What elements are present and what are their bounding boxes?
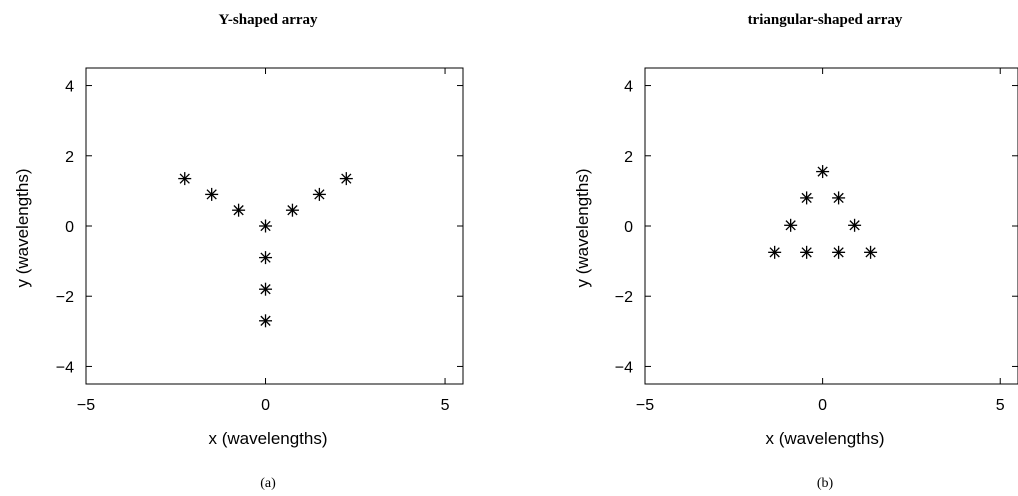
data-point bbox=[339, 172, 353, 186]
y-tick-label: −4 bbox=[56, 359, 74, 376]
data-point bbox=[800, 191, 814, 205]
chart-title: Y-shaped array bbox=[218, 12, 318, 28]
chart-panel-a: Y-shaped array −5 0 5 −4 −2 0 2 4 x (wavelengt… bbox=[13, 12, 464, 491]
y-tick-label: 2 bbox=[624, 149, 633, 166]
x-axis-label: x (wavelengths) bbox=[765, 429, 884, 448]
data-point bbox=[259, 282, 273, 296]
plot-frame bbox=[85, 67, 464, 385]
data-point bbox=[832, 245, 846, 259]
data-point bbox=[800, 245, 814, 259]
plot-frame bbox=[644, 67, 1018, 385]
caption-label: (b) bbox=[817, 476, 834, 491]
data-point bbox=[832, 191, 846, 205]
axis-ticks bbox=[85, 68, 463, 384]
y-tick-labels: −4 −2 0 2 4 bbox=[56, 79, 74, 377]
y-axis-label: y (wavelengths) bbox=[573, 168, 592, 287]
x-tick-labels: −5 0 5 bbox=[636, 397, 1005, 414]
data-point bbox=[259, 314, 273, 328]
x-tick-label: 5 bbox=[441, 397, 450, 414]
data-point bbox=[816, 165, 830, 179]
y-tick-label: 0 bbox=[65, 219, 74, 236]
x-axis-label: x (wavelengths) bbox=[208, 429, 327, 448]
data-point bbox=[232, 203, 246, 217]
data-point bbox=[864, 245, 878, 259]
y-tick-label: 4 bbox=[624, 79, 633, 96]
chart-panel-b: triangular-shaped array −5 0 5 −4 −2 0 2 4 x (… bbox=[573, 12, 1018, 491]
y-tick-label: 4 bbox=[65, 79, 74, 96]
y-axis-label: y (wavelengths) bbox=[13, 168, 32, 287]
axis-ticks bbox=[644, 68, 1018, 384]
data-point bbox=[205, 187, 219, 201]
y-tick-labels: −4 −2 0 2 4 bbox=[615, 79, 633, 377]
y-tick-label: −4 bbox=[615, 359, 633, 376]
x-tick-label: 0 bbox=[261, 397, 270, 414]
data-point bbox=[259, 219, 273, 233]
x-tick-labels: −5 0 5 bbox=[77, 397, 450, 414]
chart-title: triangular-shaped array bbox=[748, 12, 903, 28]
y-tick-label: −2 bbox=[615, 289, 633, 306]
y-tick-label: 0 bbox=[624, 219, 633, 236]
data-point bbox=[312, 187, 326, 201]
data-points bbox=[178, 172, 353, 328]
caption-label: (a) bbox=[260, 476, 276, 491]
data-point bbox=[848, 218, 862, 232]
data-point bbox=[768, 245, 782, 259]
y-tick-label: −2 bbox=[56, 289, 74, 306]
x-tick-label: −5 bbox=[636, 397, 654, 414]
y-tick-label: 2 bbox=[65, 149, 74, 166]
x-tick-label: −5 bbox=[77, 397, 95, 414]
data-point bbox=[784, 218, 798, 232]
data-points bbox=[768, 165, 878, 259]
x-tick-label: 5 bbox=[996, 397, 1005, 414]
data-point bbox=[178, 172, 192, 186]
x-tick-label: 0 bbox=[818, 397, 827, 414]
data-point bbox=[285, 203, 299, 217]
data-point bbox=[259, 251, 273, 265]
